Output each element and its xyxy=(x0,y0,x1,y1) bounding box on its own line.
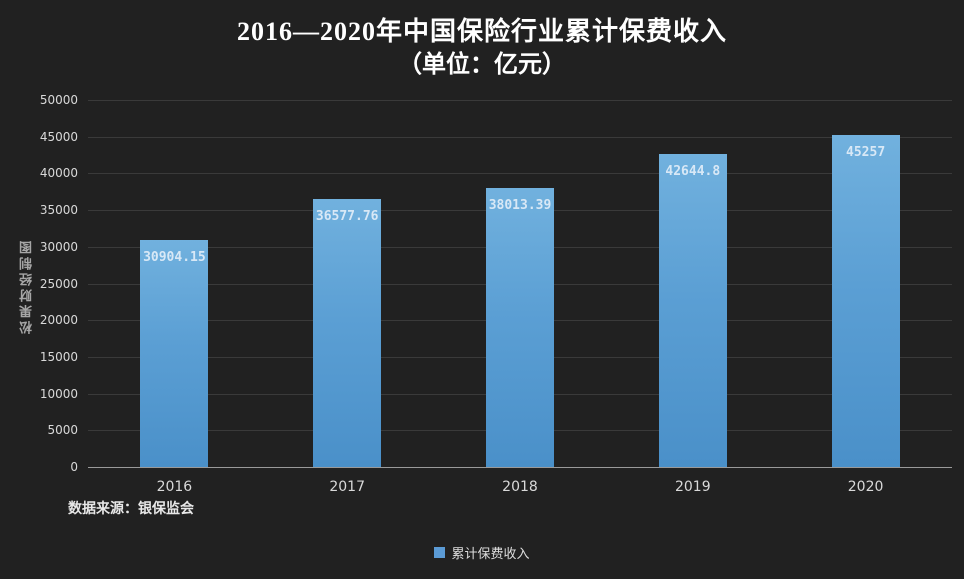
bar-value-label: 36577.76 xyxy=(315,208,379,224)
bar-2020: 45257 xyxy=(831,134,900,467)
y-tick-label: 20000 xyxy=(39,313,78,328)
bar-2017: 36577.76 xyxy=(313,198,382,467)
y-tick-label: 25000 xyxy=(39,276,78,291)
legend-label: 累计保费收入 xyxy=(451,547,530,562)
y-tick-label: 50000 xyxy=(39,93,78,107)
bar-2019: 42644.8 xyxy=(658,154,727,467)
bar-value-label: 38013.39 xyxy=(488,197,552,213)
plot-area: 0 5000 10000 15000 20000 25000 30000 35000 40000… xyxy=(40,93,952,495)
legend: 累计保费收入 xyxy=(0,543,964,562)
x-tick-label-2020: 2020 xyxy=(847,479,884,495)
y-tick-label: 0 xyxy=(70,460,78,474)
x-tick-label-2018: 2018 xyxy=(502,479,538,495)
chart-title-line1: 2016—2020年中国保险行业累计保费收入 xyxy=(236,17,727,46)
bar-value-label: 45257 xyxy=(846,144,886,160)
bar-2018: 38013.39 xyxy=(486,187,554,467)
y-tick-label: 15000 xyxy=(39,349,78,364)
gridline xyxy=(88,100,952,101)
x-tick-label-2019: 2019 xyxy=(674,479,711,495)
data-source-note: 数据来源：银保监会 xyxy=(68,501,194,517)
y-tick-label: 5000 xyxy=(47,423,78,438)
chart-title-line2: （单位：亿元） xyxy=(398,52,566,79)
y-tick-label: 30000 xyxy=(39,239,78,254)
x-tick-label-2016: 2016 xyxy=(156,479,193,495)
gridline xyxy=(88,136,952,138)
legend-swatch-icon xyxy=(434,547,446,558)
y-tick-label: 45000 xyxy=(39,129,78,144)
y-tick-label: 10000 xyxy=(39,386,78,401)
bar-value-label: 42644.8 xyxy=(665,164,721,179)
y-tick-label: 40000 xyxy=(39,166,78,181)
x-tick-label-2017: 2017 xyxy=(329,479,365,495)
bar-value-label: 30904.15 xyxy=(143,250,206,266)
chart-title: 2016—2020年中国保险行业累计保费收入 （单位：亿元） xyxy=(0,14,964,81)
y-tick-label: 35000 xyxy=(39,203,78,218)
bar-2016: 30904.15 xyxy=(140,240,209,467)
x-axis-line xyxy=(88,467,952,468)
gridline xyxy=(88,173,952,175)
